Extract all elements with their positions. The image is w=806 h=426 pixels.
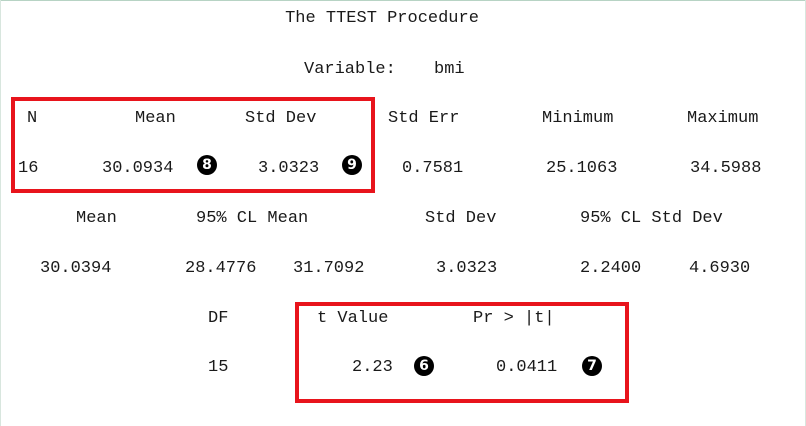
marker-9-icon: 9: [342, 155, 362, 175]
value-std-err: 0.7581: [402, 159, 464, 178]
marker-7-icon: 7: [582, 356, 602, 376]
highlight-box-t-test: [295, 302, 629, 403]
value-ci-lower-std-dev: 2.2400: [580, 259, 642, 278]
variable-label: Variable:: [304, 60, 396, 79]
value-n: 16: [18, 159, 39, 178]
value-ci-upper-mean: 31.7092: [293, 259, 365, 278]
value-t-value: 2.23: [352, 358, 393, 377]
frame-top-border: [0, 0, 806, 1]
value-ci-upper-std-dev: 4.6930: [689, 259, 751, 278]
header-ci-cl-mean: 95% CL Mean: [196, 209, 309, 228]
marker-6-icon: 6: [414, 356, 434, 376]
header-pr-t: Pr > |t|: [473, 309, 555, 328]
procedure-title: The TTEST Procedure: [285, 9, 479, 28]
header-n: N: [27, 109, 38, 128]
header-ci-mean: Mean: [76, 209, 117, 228]
value-pr-t: 0.0411: [496, 358, 558, 377]
value-ci-std-dev: 3.0323: [436, 259, 498, 278]
value-maximum: 34.5988: [690, 159, 762, 178]
header-maximum: Maximum: [687, 109, 759, 128]
value-mean: 30.0934: [102, 159, 174, 178]
header-std-err: Std Err: [388, 109, 460, 128]
header-ci-std-dev: Std Dev: [425, 209, 497, 228]
highlight-box-mean-stddev: [11, 97, 375, 193]
header-df: DF: [208, 309, 229, 328]
value-ci-lower-mean: 28.4776: [185, 259, 257, 278]
header-t-value: t Value: [317, 309, 389, 328]
header-mean: Mean: [135, 109, 176, 128]
value-ci-mean: 30.0394: [40, 259, 112, 278]
header-minimum: Minimum: [542, 109, 614, 128]
marker-8-icon: 8: [197, 155, 217, 175]
value-std-dev: 3.0323: [258, 159, 320, 178]
header-ci-cl-std-dev: 95% CL Std Dev: [580, 209, 723, 228]
frame-left-border: [0, 0, 1, 426]
header-std-dev: Std Dev: [245, 109, 317, 128]
value-df: 15: [208, 358, 229, 377]
variable-name: bmi: [434, 60, 465, 79]
value-minimum: 25.1063: [546, 159, 618, 178]
